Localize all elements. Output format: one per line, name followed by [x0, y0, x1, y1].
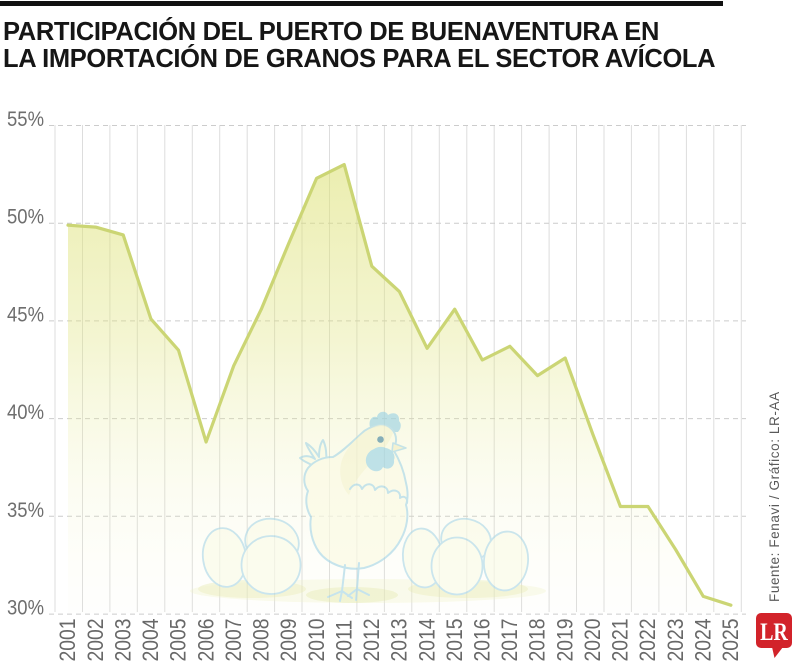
svg-text:2018: 2018 [526, 618, 550, 661]
svg-text:2016: 2016 [470, 618, 494, 661]
svg-text:2024: 2024 [691, 618, 715, 661]
svg-text:30%: 30% [7, 597, 44, 620]
svg-text:2021: 2021 [608, 618, 632, 661]
svg-text:2004: 2004 [139, 618, 163, 661]
svg-text:2012: 2012 [360, 618, 384, 661]
svg-text:2006: 2006 [194, 618, 218, 661]
svg-text:55%: 55% [7, 108, 44, 131]
svg-text:2015: 2015 [443, 618, 467, 661]
svg-text:2002: 2002 [84, 618, 108, 661]
svg-text:2011: 2011 [332, 620, 356, 662]
svg-text:2020: 2020 [581, 618, 605, 661]
svg-text:2019: 2019 [553, 618, 577, 661]
svg-text:2008: 2008 [249, 618, 273, 661]
svg-text:2009: 2009 [277, 618, 301, 661]
svg-text:45%: 45% [7, 303, 44, 326]
svg-text:50%: 50% [7, 206, 44, 229]
svg-text:2005: 2005 [167, 618, 191, 661]
svg-text:2014: 2014 [415, 618, 439, 661]
svg-text:2001: 2001 [56, 618, 80, 661]
svg-text:2022: 2022 [636, 618, 660, 661]
svg-text:Fuente: Fenavi / Gráfico: LR-A: Fuente: Fenavi / Gráfico: LR-AA [767, 391, 782, 602]
svg-text:2007: 2007 [222, 618, 246, 661]
svg-text:2003: 2003 [111, 618, 135, 661]
svg-text:LR: LR [760, 618, 788, 646]
svg-text:40%: 40% [7, 401, 44, 424]
svg-text:35%: 35% [7, 499, 44, 522]
svg-text:2010: 2010 [305, 618, 329, 661]
svg-text:2023: 2023 [664, 618, 688, 661]
svg-text:2017: 2017 [498, 618, 522, 661]
svg-text:2025: 2025 [719, 618, 743, 661]
svg-text:2013: 2013 [387, 618, 411, 661]
